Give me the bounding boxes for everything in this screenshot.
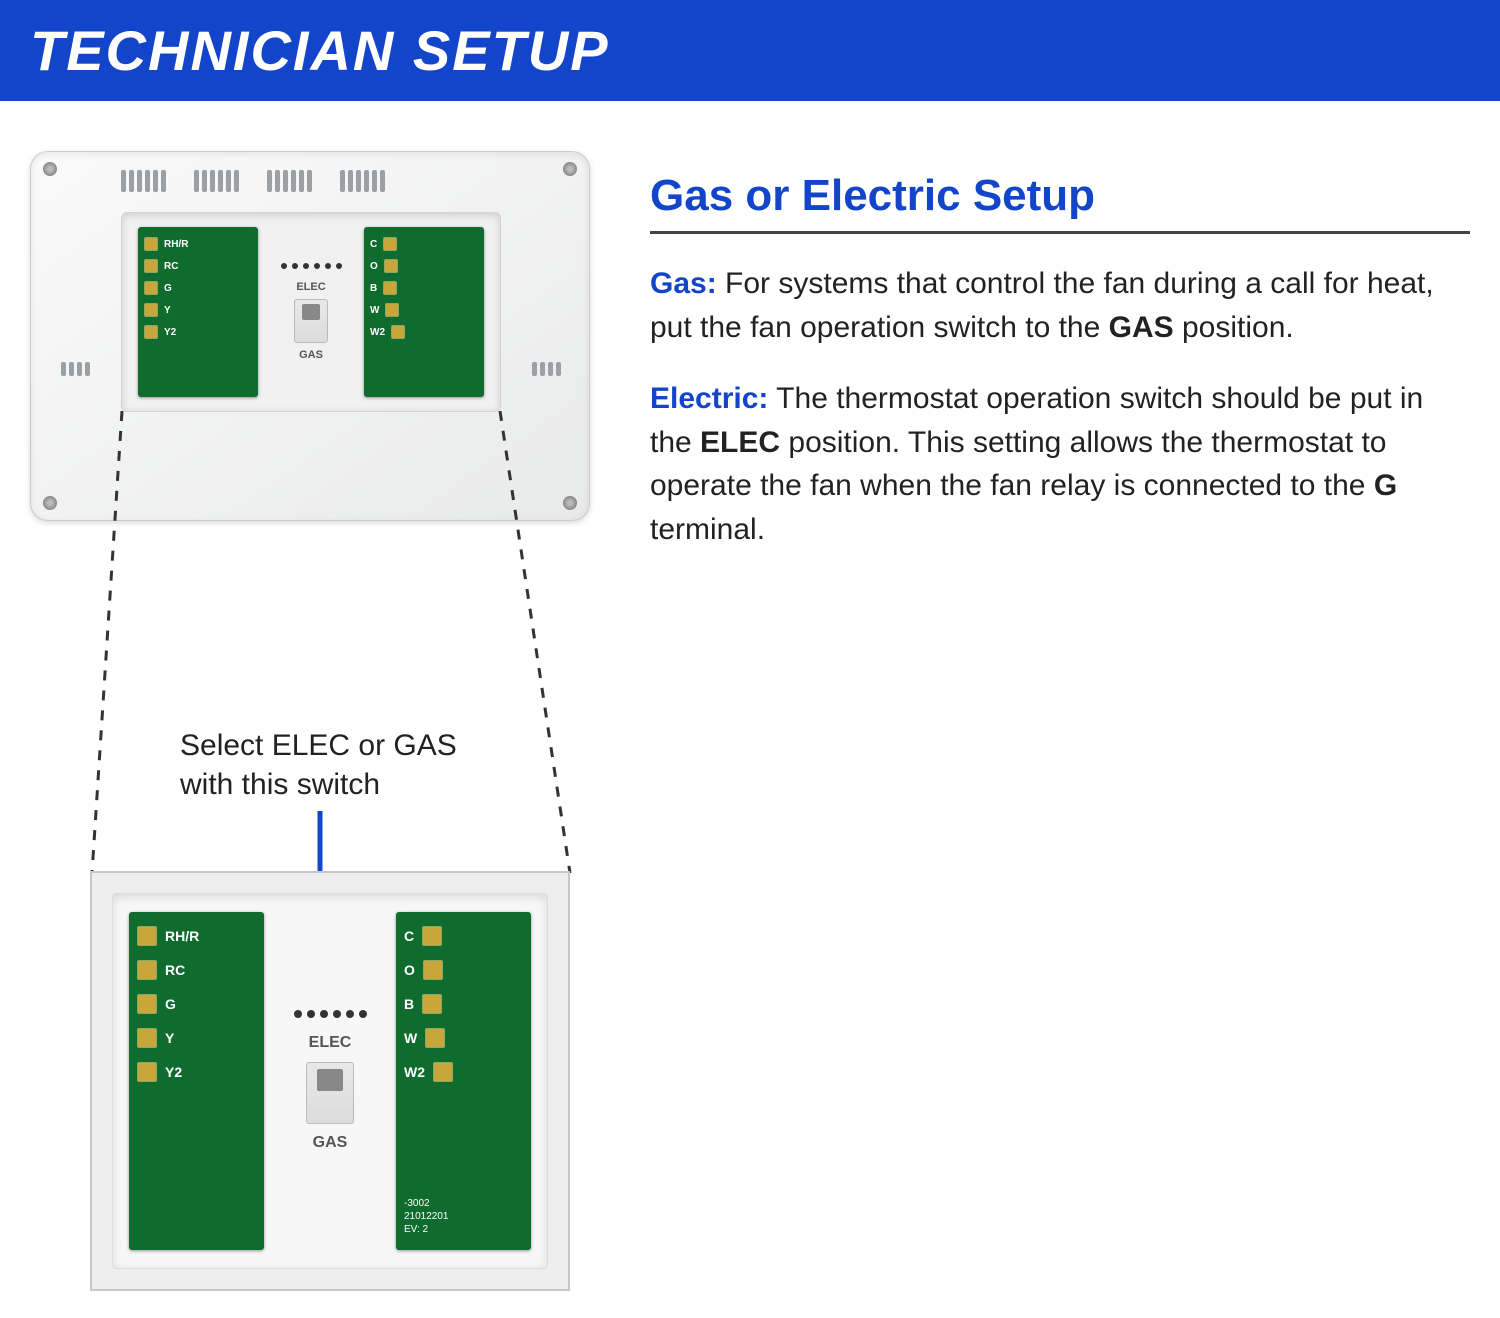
vent-row [121, 170, 385, 192]
terminal-row: C [370, 237, 478, 251]
indicator-dots [281, 263, 342, 269]
pcb-right-zoom: C O B W W2 -3002 21012201 EV: 2 [396, 912, 531, 1250]
thermostat-back-illustration: RH/R RC G Y Y2 ELEC GAS C O B W [30, 151, 590, 521]
terminal-row: B [404, 994, 523, 1014]
zoom-board-bay: RH/R RC G Y Y2 ELEC GAS C O B W [112, 893, 548, 1269]
gas-paragraph: Gas: For systems that control the fan du… [650, 262, 1470, 349]
terminal-row: W [370, 303, 478, 317]
terminal-row: G [137, 994, 256, 1014]
gas-text-1: For systems that control the fan during … [650, 267, 1434, 344]
pcb-left-zoom: RH/R RC G Y Y2 [129, 912, 264, 1250]
terminal-row: Y [137, 1028, 256, 1048]
electric-lead: Electric: [650, 382, 768, 415]
text-column: Gas or Electric Setup Gas: For systems t… [650, 151, 1470, 579]
content-area: RH/R RC G Y Y2 ELEC GAS C O B W [0, 101, 1500, 579]
switch-label-bottom: GAS [299, 349, 323, 361]
page-header: TECHNICIAN SETUP [0, 0, 1500, 101]
electric-text-3: terminal. [650, 513, 765, 546]
header-title: TECHNICIAN SETUP [30, 19, 610, 82]
switch-area-zoom: ELEC GAS [270, 912, 390, 1250]
elec-gas-switch-zoom [306, 1062, 354, 1124]
switch-label-top: ELEC [296, 281, 325, 293]
diagram-column: RH/R RC G Y Y2 ELEC GAS C O B W [30, 151, 610, 579]
terminal-row: B [370, 281, 478, 295]
screw-icon [563, 496, 577, 510]
callout-line1: Select ELEC or GAS [180, 726, 457, 765]
terminal-row: RH/R [144, 237, 252, 251]
electric-bold-2: G [1374, 469, 1397, 502]
terminal-row: W2 [370, 325, 478, 339]
pcb-markings: -3002 21012201 EV: 2 [404, 1197, 523, 1236]
screw-icon [43, 496, 57, 510]
pcb-right: C O B W W2 [364, 227, 484, 397]
terminal-row: O [370, 259, 478, 273]
terminal-row: RC [137, 960, 256, 980]
terminal-row: RH/R [137, 926, 256, 946]
board-bay: RH/R RC G Y Y2 ELEC GAS C O B W [121, 212, 501, 412]
terminal-row: O [404, 960, 523, 980]
elec-gas-switch [294, 299, 328, 343]
terminal-row: C [404, 926, 523, 946]
switch-area: ELEC GAS [261, 227, 361, 397]
zoom-detail: RH/R RC G Y Y2 ELEC GAS C O B W [90, 871, 570, 1291]
indicator-dots [294, 1010, 367, 1018]
callout-line2: with this switch [180, 765, 457, 804]
gas-lead: Gas: [650, 267, 717, 300]
gas-bold: GAS [1109, 311, 1174, 344]
terminal-row: G [144, 281, 252, 295]
electric-paragraph: Electric: The thermostat operation switc… [650, 377, 1470, 551]
screw-icon [563, 162, 577, 176]
terminal-row: W [404, 1028, 523, 1048]
callout-label: Select ELEC or GAS with this switch [180, 726, 457, 804]
switch-label-bottom: GAS [313, 1134, 348, 1152]
terminal-row: Y [144, 303, 252, 317]
terminal-row: Y2 [137, 1062, 256, 1082]
terminal-row: Y2 [144, 325, 252, 339]
section-title: Gas or Electric Setup [650, 171, 1470, 234]
terminal-row: W2 [404, 1062, 523, 1082]
switch-label-top: ELEC [309, 1034, 352, 1052]
electric-bold-1: ELEC [700, 426, 780, 459]
terminal-row: RC [144, 259, 252, 273]
gas-text-2: position. [1174, 311, 1294, 344]
screw-icon [43, 162, 57, 176]
pcb-left: RH/R RC G Y Y2 [138, 227, 258, 397]
